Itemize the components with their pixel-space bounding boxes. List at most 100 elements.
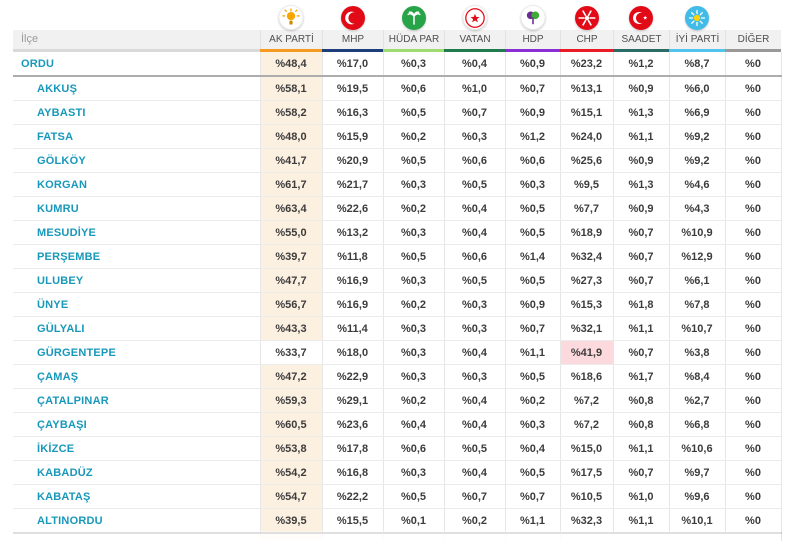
percent-cell: %2,7 (668, 388, 725, 413)
winner-percent-cell: %47,2 (259, 364, 322, 389)
percent-cell: %0,3 (504, 412, 560, 437)
party-column-header: DİĞER (725, 4, 781, 52)
party-column-header: MHP (322, 4, 383, 52)
district-link[interactable]: ALTINORDU (13, 508, 260, 534)
percent-cell: %32,1 (559, 316, 613, 341)
percent-cell: %0,7 (612, 244, 669, 269)
party-icon-area (613, 4, 669, 30)
table-row: ÇAYBAŞI %60,5 %23,6 %0,4 %0,4 %0,3 %7,2 %0,8 %6,… (13, 412, 782, 437)
district-link[interactable]: GÜLYALI (13, 316, 260, 341)
winner-percent-cell: %48,4 (259, 52, 322, 77)
percent-cell: %1,3 (612, 100, 669, 125)
table-row: KABATAŞ %54,7 %22,2 %0,5 %0,7 %0,7 %10,5 %1,0 %9… (13, 484, 782, 509)
star-icon (462, 5, 487, 30)
percent-cell: %0,3 (382, 172, 444, 197)
percent-cell: %0,4 (382, 412, 444, 437)
percent-cell: %0,5 (504, 220, 560, 245)
percent-cell: %1,0 (612, 484, 669, 509)
party-icon-area (383, 4, 444, 30)
party-name-label: VATAN (444, 30, 505, 49)
percent-cell: %0,3 (382, 460, 444, 485)
district-link[interactable]: ÇATALPINAR (13, 388, 260, 413)
table-row: ULUBEY %47,7 %16,9 %0,3 %0,5 %0,5 %27,3 %0,7 %6,… (13, 268, 782, 293)
palm-icon (401, 6, 426, 30)
percent-cell: %0,6 (443, 244, 505, 269)
percent-cell: %1,1 (504, 508, 560, 534)
district-link[interactable]: İKİZCE (13, 436, 260, 461)
percent-cell: %9,5 (559, 172, 613, 197)
percent-cell: %0,7 (612, 340, 669, 365)
percent-cell: %0,1 (382, 508, 444, 534)
percent-cell: %16,9 (321, 268, 383, 293)
percent-cell: %17,5 (559, 460, 613, 485)
percent-cell: %13,1 (559, 76, 613, 101)
header-icon-area (13, 4, 260, 30)
district-link[interactable]: GÖLKÖY (13, 148, 260, 173)
table-row: ORDU %48,4 %17,0 %0,3 %0,4 %0,9 %23,2 %1,2 %8,7%… (13, 52, 782, 77)
district-link[interactable]: KORGAN (13, 172, 260, 197)
percent-cell: %0,2 (382, 292, 444, 317)
percent-cell: %6,8 (668, 412, 725, 437)
percent-cell: %0,2 (443, 508, 505, 534)
percent-cell: %4,3 (668, 196, 725, 221)
party-column-header: HDP (505, 4, 560, 52)
percent-cell: %1,2 (504, 124, 560, 149)
percent-cell: %0 (724, 148, 782, 173)
percent-cell: %0,2 (382, 196, 444, 221)
percent-cell: %0 (724, 196, 782, 221)
district-link[interactable]: ÇAMAŞ (13, 364, 260, 389)
district-link[interactable]: KABATAŞ (13, 484, 260, 509)
percent-cell: %0 (724, 364, 782, 389)
percent-cell: %0,5 (443, 268, 505, 293)
district-link[interactable]: MESUDİYE (13, 220, 260, 245)
district-link[interactable]: ORDU (13, 52, 260, 77)
percent-cell: %23,6 (321, 412, 383, 437)
percent-cell: %0,6 (443, 148, 505, 173)
percent-cell: %0 (724, 292, 782, 317)
percent-cell: %0,4 (443, 220, 505, 245)
district-link[interactable]: GÜRGENTEPE (13, 340, 260, 365)
percent-cell: %0,3 (382, 340, 444, 365)
district-link[interactable]: PERŞEMBE (13, 244, 260, 269)
percent-cell: %0,7 (612, 220, 669, 245)
percent-cell: %10,1 (668, 508, 725, 534)
percent-cell: %10,6 (668, 436, 725, 461)
percent-cell: %0,3 (382, 316, 444, 341)
percent-cell: %0,4 (443, 412, 505, 437)
percent-cell: %0,4 (443, 52, 505, 77)
district-link[interactable]: KABADÜZ (13, 460, 260, 485)
district-link[interactable]: ULUBEY (13, 268, 260, 293)
percent-cell: %25,6 (559, 148, 613, 173)
table-row: ALTINORDU %39,5 %15,5 %0,1 %0,2 %1,1 %32,3 %1,1… (13, 508, 782, 534)
party-color-underline (322, 49, 383, 52)
percent-cell: %8,4 (668, 364, 725, 389)
percent-cell: %11,8 (321, 244, 383, 269)
district-link[interactable]: ÜNYE (13, 292, 260, 317)
district-link[interactable]: AYBASTI (13, 100, 260, 125)
percent-cell: %17,8 (321, 436, 383, 461)
party-name-label: İYİ PARTİ (669, 30, 725, 49)
percent-cell: %1,0 (443, 76, 505, 101)
table-row: ÇAMAŞ %47,2 %22,9 %0,3 %0,3 %0,5 %18,6 %1,7 %8,4… (13, 364, 782, 389)
winner-percent-cell: %60,5 (259, 412, 322, 437)
winner-percent-cell: %48,0 (259, 124, 322, 149)
table-header: İlçe AK PARTİ MHP HÜDA PAR VATAN HDP CHP SAADE… (13, 4, 781, 52)
percent-cell: %27,3 (559, 268, 613, 293)
winner-percent-cell: %56,7 (259, 292, 322, 317)
district-link[interactable]: AKKUŞ (13, 76, 260, 101)
district-link[interactable]: KUMRU (13, 196, 260, 221)
percent-cell: %0,6 (382, 436, 444, 461)
winner-percent-cell: %63,4 (259, 196, 322, 221)
party-column-header: CHP (560, 4, 613, 52)
percent-cell: %0,2 (504, 388, 560, 413)
percent-cell: %20,9 (321, 148, 383, 173)
percent-cell: %7,7 (559, 196, 613, 221)
percent-cell: %22,2 (321, 484, 383, 509)
party-icon-area (725, 4, 781, 30)
district-link[interactable]: ÇAYBAŞI (13, 412, 260, 437)
percent-cell: %0,2 (382, 124, 444, 149)
table-row: ÇATALPINAR %59,3 %29,1 %0,2 %0,4 %0,2 %7,2 %0,8… (13, 388, 782, 413)
party-icon-area (560, 4, 613, 30)
percent-cell: %8,7 (668, 52, 725, 77)
district-link[interactable]: FATSA (13, 124, 260, 149)
